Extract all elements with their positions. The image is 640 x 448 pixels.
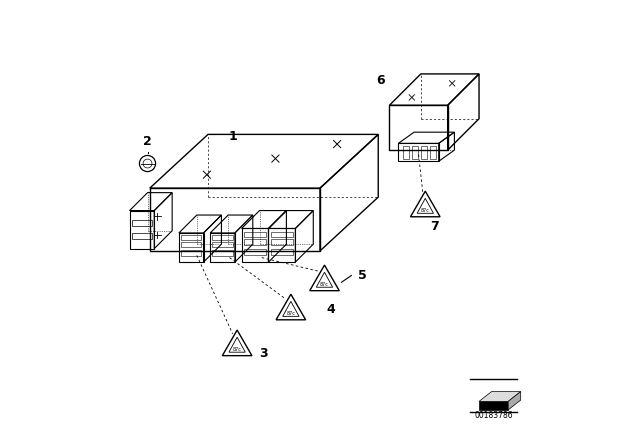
Text: 4: 4 (327, 302, 335, 316)
Polygon shape (479, 392, 521, 401)
Text: 1: 1 (228, 130, 237, 143)
Text: 87c: 87c (287, 311, 295, 316)
Text: 00183786: 00183786 (474, 411, 513, 420)
Text: 87c: 87c (421, 208, 429, 213)
Text: 2: 2 (143, 134, 152, 148)
Polygon shape (479, 401, 508, 410)
Text: 6: 6 (376, 74, 385, 87)
Text: 87c: 87c (320, 282, 329, 287)
Polygon shape (508, 392, 521, 410)
Text: 5: 5 (358, 269, 367, 282)
Text: 3: 3 (260, 347, 268, 361)
Text: 7: 7 (430, 220, 438, 233)
Text: 87c: 87c (233, 347, 241, 352)
